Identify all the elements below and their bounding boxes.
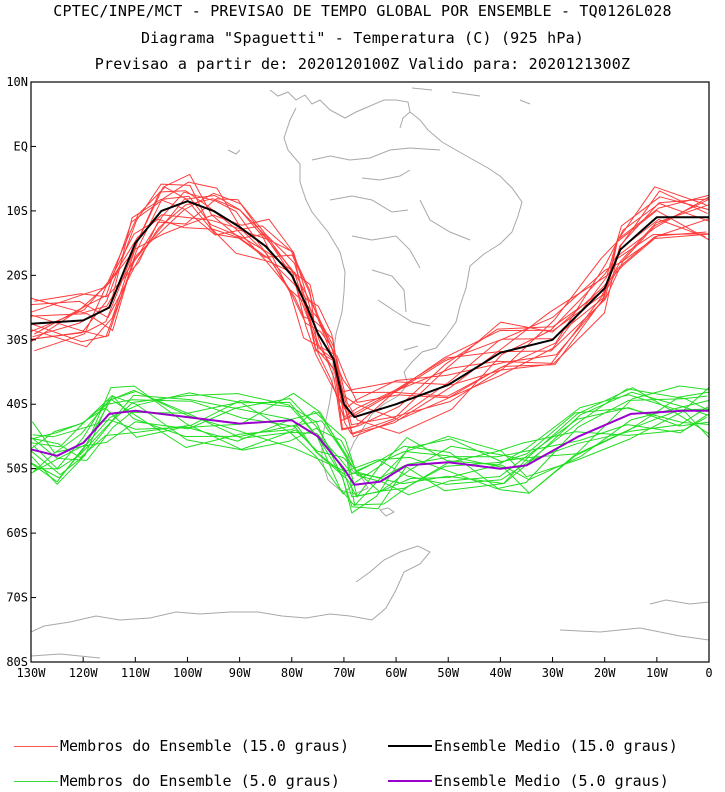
lon-tick-label: 130W	[17, 666, 47, 680]
legend-label-mean15: Ensemble Medio (15.0 graus)	[434, 737, 678, 755]
members15-member-line	[31, 190, 708, 393]
lon-tick-label: 40W	[490, 666, 512, 680]
lat-tick-label: 60S	[6, 526, 28, 540]
lon-tick-label: 120W	[69, 666, 99, 680]
lon-tick-label: 30W	[542, 666, 564, 680]
lat-tick-label: 80S	[6, 655, 28, 669]
members5-member-line	[31, 386, 709, 507]
members5-member-line	[31, 394, 709, 493]
chart-validity: Previsao a partir de: 2020120100Z Valido…	[94, 55, 631, 73]
members15-member-line	[31, 195, 709, 403]
lon-tick-label: 60W	[385, 666, 407, 680]
members5-member-line	[31, 385, 709, 485]
lat-tick-label: 70S	[6, 591, 28, 605]
legend-label-mean5: Ensemble Medio (5.0 graus)	[434, 772, 669, 790]
members15-member-line	[34, 198, 709, 418]
south-america-coast	[283, 107, 523, 495]
legend-swatch-members15	[14, 745, 58, 747]
legend-mean15: Ensemble Medio (15.0 graus)	[388, 735, 678, 757]
members5-member-line	[31, 400, 708, 510]
lon-tick-label: 110W	[121, 666, 151, 680]
map-frame	[30, 81, 710, 663]
members15-member-line	[31, 183, 707, 438]
lon-tick-label: 70W	[333, 666, 355, 680]
chart-subtitle: Diagrama "Spaguetti" - Temperatura (C) (…	[140, 29, 585, 47]
members15-member-line	[34, 186, 709, 430]
lon-tick-label: 20W	[594, 666, 616, 680]
legend-swatch-mean15	[388, 745, 432, 747]
legend-mean5: Ensemble Medio (5.0 graus)	[388, 770, 669, 792]
members15-member-line	[31, 191, 709, 421]
lat-tick-label: 50S	[6, 462, 28, 476]
lat-tick-label: 10N	[6, 75, 28, 89]
legend-members15: Membros do Ensemble (15.0 graus)	[14, 735, 349, 757]
caribbean-islands	[227, 87, 531, 155]
lon-tick-label: 10W	[646, 666, 668, 680]
coastlines	[31, 87, 709, 659]
antarctica-coast	[31, 545, 709, 659]
legend-label-members5: Membros do Ensemble (5.0 graus)	[60, 772, 340, 790]
legend-label-members15: Membros do Ensemble (15.0 graus)	[60, 737, 349, 755]
members15-member-line	[31, 199, 709, 431]
legend-members5: Membros do Ensemble (5.0 graus)	[14, 770, 340, 792]
mean15-line	[31, 200, 709, 419]
lat-tick-label: 40S	[6, 397, 28, 411]
lon-tick-label: 100W	[173, 666, 203, 680]
lat-tick-label: 20S	[6, 268, 28, 282]
lon-tick-label: 50W	[437, 666, 459, 680]
lat-tick-label: 10S	[6, 204, 28, 218]
members5-member-line	[32, 391, 709, 498]
lat-tick-label: 30S	[6, 333, 28, 347]
members5-member-line	[31, 385, 709, 494]
lat-tick-label: EQ	[14, 139, 28, 153]
legend-swatch-members5	[14, 780, 58, 782]
members15-member-line	[32, 195, 709, 435]
members15-member-line	[31, 181, 709, 426]
members5-member-line	[31, 401, 709, 514]
chart-title: CPTEC/INPE/MCT - PREVISAO DE TEMPO GLOBA…	[53, 2, 672, 20]
country-borders	[311, 147, 471, 351]
lon-tick-label: 90W	[229, 666, 251, 680]
members5-member-line	[32, 392, 707, 506]
mean5-line	[31, 409, 709, 486]
falkland-islands	[379, 507, 395, 517]
lon-tick-label: 80W	[281, 666, 303, 680]
ensemble-lines	[31, 173, 709, 514]
lon-tick-label: 0	[705, 666, 712, 680]
legend-swatch-mean5	[388, 780, 432, 782]
central-america-coast	[269, 89, 411, 129]
members5-member-line	[31, 398, 709, 498]
